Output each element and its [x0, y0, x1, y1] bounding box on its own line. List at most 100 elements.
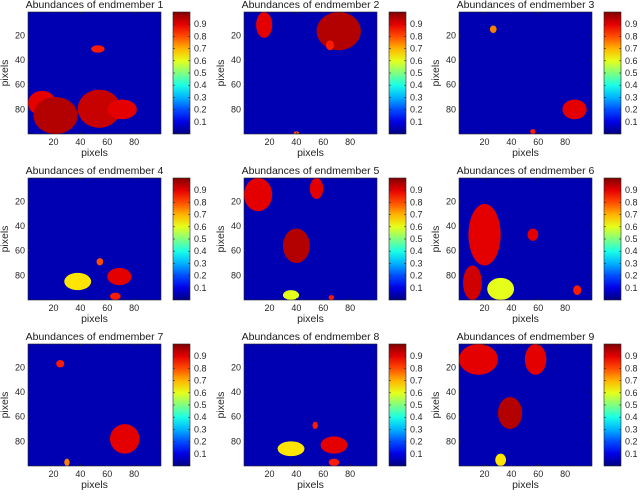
colorbar-tick-label: 0.9: [194, 351, 207, 361]
colorbar-tick-label: 0.6: [625, 222, 638, 232]
colorbar-tick-label: 0.2: [194, 271, 207, 281]
heatmap-region: [527, 228, 539, 241]
colorbar-tick-label: 0.3: [194, 258, 207, 268]
y-tick-label: 40: [231, 387, 241, 397]
heatmap-region: [96, 258, 104, 266]
colorbar-tick-label: 0.1: [194, 117, 207, 127]
heatmap-region: [468, 203, 501, 266]
x-tick-label: 80: [345, 303, 355, 313]
x-tick-label: 80: [129, 137, 139, 147]
x-axis-label: pixels: [297, 147, 324, 159]
x-tick-label: 20: [480, 137, 490, 147]
panel-title: Abundances of endmember 7: [26, 331, 164, 343]
panel-8: Abundances of endmember 8 20 40 60 80 20 40 60 8…: [215, 331, 423, 491]
x-tick-label: 80: [345, 469, 355, 479]
heatmap-region: [109, 424, 140, 454]
colorbar: [172, 11, 191, 135]
x-tick-label: 40: [75, 303, 85, 313]
colorbar-tick-label: 0.7: [625, 376, 638, 386]
heatmap-region: [77, 89, 121, 128]
panel-1: Abundances of endmember 1 20 40 60 80 20 40 60 8…: [0, 0, 207, 159]
colorbar-tick-label: 0.6: [410, 56, 423, 66]
colorbar-tick-label: 0.5: [410, 400, 423, 410]
y-tick-label: 40: [15, 55, 25, 65]
colorbar-tick-label: 0.6: [625, 56, 638, 66]
heatmap-region: [91, 45, 105, 53]
y-tick-label: 60: [231, 80, 241, 90]
colorbar-tick-label: 0.8: [625, 31, 638, 41]
y-axis-label: pixels: [430, 226, 442, 253]
colorbar-tick-label: 0.5: [410, 68, 423, 78]
colorbar-tick-label: 0.8: [410, 363, 423, 373]
x-tick-label: 20: [49, 469, 59, 479]
x-tick-label: 40: [75, 469, 85, 479]
x-tick-label: 40: [506, 137, 516, 147]
panel-title: Abundances of endmember 9: [457, 331, 595, 343]
colorbar-tick-label: 0.1: [194, 449, 207, 459]
x-tick-label: 20: [49, 303, 59, 313]
colorbar-tick-label: 0.9: [625, 19, 638, 29]
colorbar-tick-label: 0.5: [194, 400, 207, 410]
colorbar-tick-label: 0.5: [625, 400, 638, 410]
panel-title: Abundances of endmember 8: [242, 331, 380, 343]
colorbar-tick-label: 0.4: [625, 80, 638, 90]
colorbar-tick-label: 0.6: [410, 222, 423, 232]
heatmap-region: [495, 453, 507, 466]
x-axis-label: pixels: [81, 479, 108, 491]
x-tick-label: 60: [102, 303, 112, 313]
colorbar-tick-label: 0.8: [194, 197, 207, 207]
x-axis-label: pixels: [512, 479, 539, 491]
heatmap-region: [524, 344, 547, 375]
y-tick-label: 60: [446, 80, 456, 90]
colorbar-tick-label: 0.5: [410, 234, 423, 244]
colorbar-tick-label: 0.7: [410, 44, 423, 54]
colorbar-tick-label: 0.9: [410, 19, 423, 29]
y-axis-label: pixels: [430, 60, 442, 87]
panel-4: Abundances of endmember 4 20 40 60 80 20 40 60 8…: [0, 165, 207, 325]
colorbar-tick-label: 0.8: [625, 197, 638, 207]
colorbar-tick-label: 0.8: [410, 197, 423, 207]
x-tick-label: 60: [102, 137, 112, 147]
heatmap-region: [320, 436, 348, 454]
colorbar-tick-label: 0.4: [410, 412, 423, 422]
x-tick-label: 80: [129, 469, 139, 479]
y-axis-label: pixels: [0, 226, 11, 253]
colorbar-tick-label: 0.2: [625, 437, 638, 447]
colorbar-tick-label: 0.3: [625, 92, 638, 102]
x-axis-label: pixels: [297, 479, 324, 491]
axes-frame: [27, 11, 162, 135]
x-tick-label: 40: [75, 137, 85, 147]
colorbar-tick-label: 0.2: [625, 271, 638, 281]
y-axis-label: pixels: [0, 60, 11, 87]
colorbar-tick-label: 0.1: [194, 283, 207, 293]
colorbar-tick-label: 0.7: [625, 44, 638, 54]
heatmap-region: [277, 441, 305, 457]
y-tick-label: 20: [446, 196, 456, 206]
heatmap-region: [64, 458, 70, 467]
heatmap-region: [64, 272, 92, 291]
panel-7: Abundances of endmember 7 20 40 60 80 20 40 60 8…: [0, 331, 207, 491]
colorbar-tick-label: 0.1: [410, 283, 423, 293]
heatmap-region: [487, 277, 515, 300]
heatmap-region: [316, 12, 361, 51]
y-tick-label: 20: [231, 362, 241, 372]
colorbar-tick-label: 0.5: [625, 68, 638, 78]
colorbar-tick-label: 0.5: [194, 234, 207, 244]
y-tick-label: 20: [15, 196, 25, 206]
axes-frame: [458, 343, 593, 467]
colorbar-tick-label: 0.6: [410, 388, 423, 398]
colorbar-tick-label: 0.2: [194, 105, 207, 115]
heatmap-region: [562, 99, 587, 120]
y-tick-label: 60: [231, 412, 241, 422]
y-tick-label: 20: [15, 362, 25, 372]
colorbar-tick-label: 0.4: [410, 246, 423, 256]
y-axis-label: pixels: [215, 392, 227, 419]
heatmap-region: [309, 178, 324, 199]
colorbar-tick-label: 0.7: [410, 210, 423, 220]
colorbar-tick-label: 0.3: [194, 92, 207, 102]
heatmap-region: [573, 285, 582, 296]
heatmap-region: [328, 458, 340, 467]
colorbar-tick-label: 0.4: [625, 246, 638, 256]
colorbar-tick-label: 0.4: [194, 246, 207, 256]
